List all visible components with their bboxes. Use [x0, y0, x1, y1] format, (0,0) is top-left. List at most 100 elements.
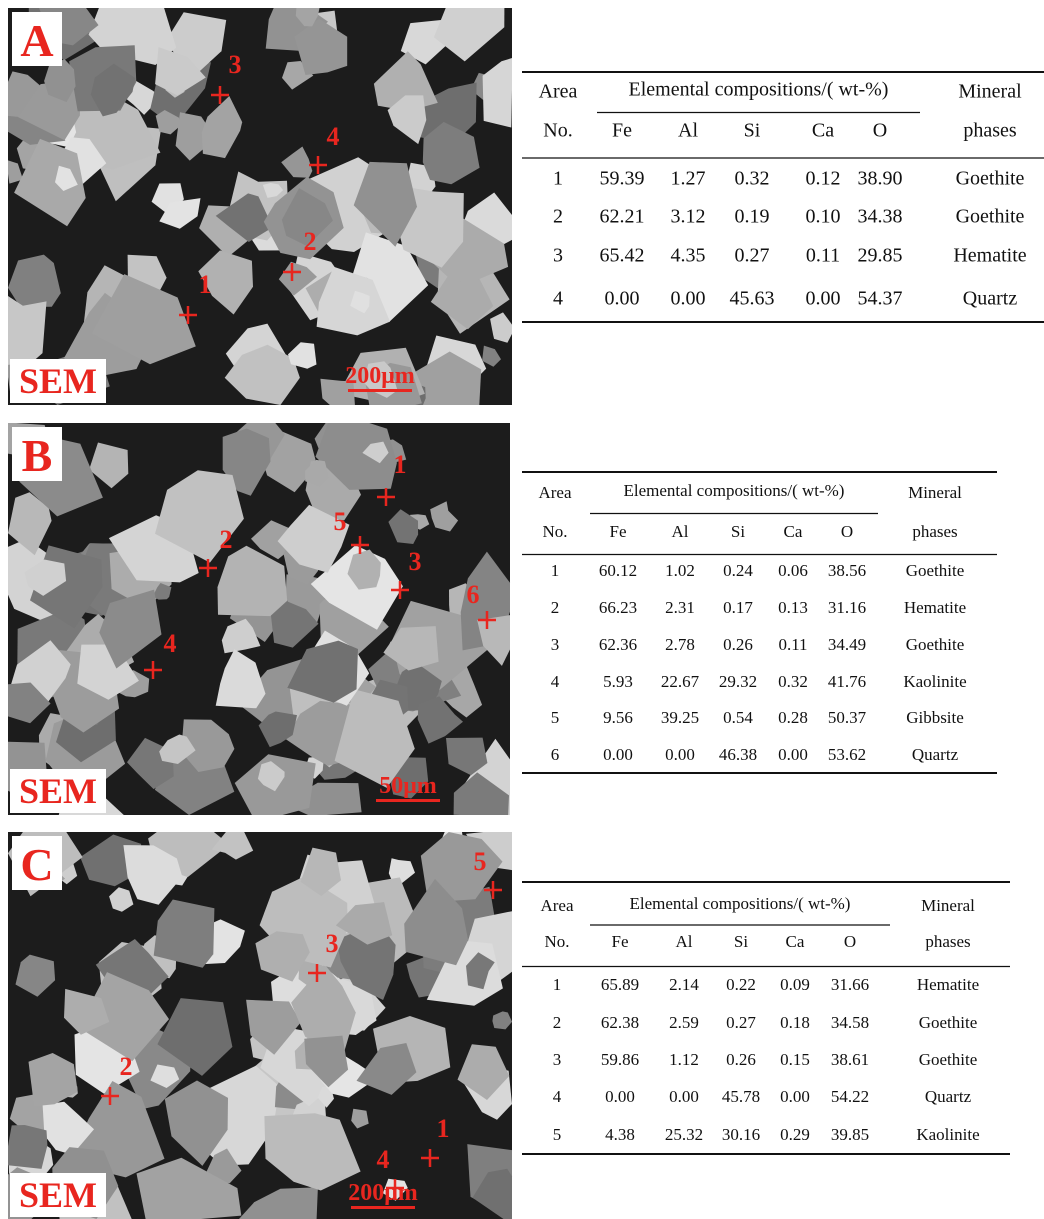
point-marker	[283, 263, 301, 281]
table-cell: 0.24	[723, 561, 753, 580]
table-cell: Goethite	[956, 168, 1025, 190]
table-cell: 2.31	[665, 598, 695, 617]
grain	[430, 263, 494, 330]
table-cell: 0.00	[671, 288, 706, 310]
table-cell: 0.27	[726, 1013, 756, 1032]
grain	[8, 160, 23, 184]
table-cell: 4.38	[605, 1125, 635, 1144]
header-cell: Si	[734, 932, 748, 951]
grain	[8, 254, 61, 307]
table-cell: Hematite	[904, 598, 966, 617]
header-cell: Al	[676, 932, 693, 951]
sem-tag: SEM	[19, 361, 97, 401]
header-cell: Al	[672, 522, 689, 541]
grain	[159, 198, 201, 229]
table-cell: 0.00	[605, 1087, 635, 1106]
point-marker	[179, 306, 197, 324]
table-cell: 0.00	[778, 745, 808, 764]
point-label: 1	[437, 1114, 450, 1143]
header-cell: Fe	[612, 932, 629, 951]
table-cell: 0.00	[669, 1087, 699, 1106]
grain	[347, 549, 381, 590]
scale-bar-label: 50μm	[379, 773, 437, 799]
scale-bar	[348, 389, 412, 392]
grain	[270, 599, 319, 648]
table-cell: 65.89	[601, 975, 639, 994]
point-label: 1	[199, 270, 212, 299]
grain	[221, 618, 261, 654]
grain	[304, 1035, 349, 1088]
point-label: 2	[304, 227, 317, 256]
grain	[472, 1168, 512, 1219]
table-cell: Hematite	[953, 245, 1026, 267]
table-cell: Quartz	[912, 745, 959, 764]
grain	[335, 902, 393, 945]
scale-bar-label: 200μm	[348, 1180, 418, 1206]
point-marker	[391, 581, 409, 599]
table-cell: 0.09	[780, 975, 810, 994]
point-marker	[101, 1087, 119, 1105]
panel-label-box	[12, 12, 62, 66]
header-cell: Area	[538, 483, 571, 502]
table-cell: 2.59	[669, 1013, 699, 1032]
table-cell: Goethite	[919, 1013, 978, 1032]
sem-image	[8, 832, 512, 1219]
grain	[258, 711, 297, 748]
table-cell: Quartz	[925, 1087, 972, 1106]
grain	[198, 250, 253, 315]
table-cell: 3	[553, 1050, 562, 1069]
header-cell: No.	[542, 522, 567, 541]
grain	[410, 82, 477, 145]
table-cell: Hematite	[917, 975, 979, 994]
panel-label: A	[20, 15, 53, 66]
table-cell: 5.93	[603, 672, 633, 691]
sem-tag: SEM	[19, 771, 97, 811]
table-cell: 54.37	[858, 288, 903, 310]
grain	[387, 95, 427, 145]
grain	[205, 1148, 242, 1184]
table-cell: 53.62	[828, 745, 866, 764]
grain	[155, 47, 206, 96]
table-cell: Kaolinite	[916, 1125, 979, 1144]
table-cell: Goethite	[906, 635, 965, 654]
header-cell: Mineral	[908, 483, 962, 502]
table-cell: 1.12	[669, 1050, 699, 1069]
table-cell: 6	[551, 745, 560, 764]
table-cell: 5	[551, 708, 560, 727]
header-cell: phases	[963, 120, 1017, 142]
table-cell: 0.26	[726, 1050, 756, 1069]
table-cell: 0.13	[778, 598, 808, 617]
table-cell: 0.11	[806, 245, 840, 267]
table-cell: 29.85	[858, 245, 903, 267]
table-cell: 30.16	[722, 1125, 760, 1144]
grain	[246, 999, 301, 1055]
point-label: 2	[220, 525, 233, 554]
table-cell: Kaolinite	[903, 672, 966, 691]
table-cell: 0.00	[665, 745, 695, 764]
table-cell: 1	[553, 168, 563, 190]
table-cell: 59.86	[601, 1050, 639, 1069]
grain	[153, 899, 215, 968]
scale-bar-label: 200μm	[345, 363, 415, 389]
grain	[315, 423, 397, 490]
point-marker	[308, 964, 326, 982]
grain	[8, 71, 53, 118]
grain	[466, 952, 495, 990]
header-cell: Mineral	[921, 896, 975, 915]
table-cell: 65.42	[600, 245, 645, 267]
panel-label: C	[20, 839, 53, 890]
grain	[159, 734, 196, 764]
header-cell: Fe	[610, 522, 627, 541]
table-cell: 0.06	[778, 561, 808, 580]
table-cell: 3	[553, 245, 563, 267]
sem-tag-box	[10, 1173, 106, 1217]
panel-label: B	[22, 430, 53, 481]
grain	[14, 138, 86, 227]
grain	[215, 193, 273, 242]
header-cell: Elemental compositions/( wt-%)	[629, 79, 889, 101]
grain	[8, 296, 47, 365]
table-cell: Goethite	[919, 1050, 978, 1069]
table-cell: 4	[553, 288, 563, 310]
point-marker	[199, 559, 217, 577]
table-cell: 0.22	[726, 975, 756, 994]
